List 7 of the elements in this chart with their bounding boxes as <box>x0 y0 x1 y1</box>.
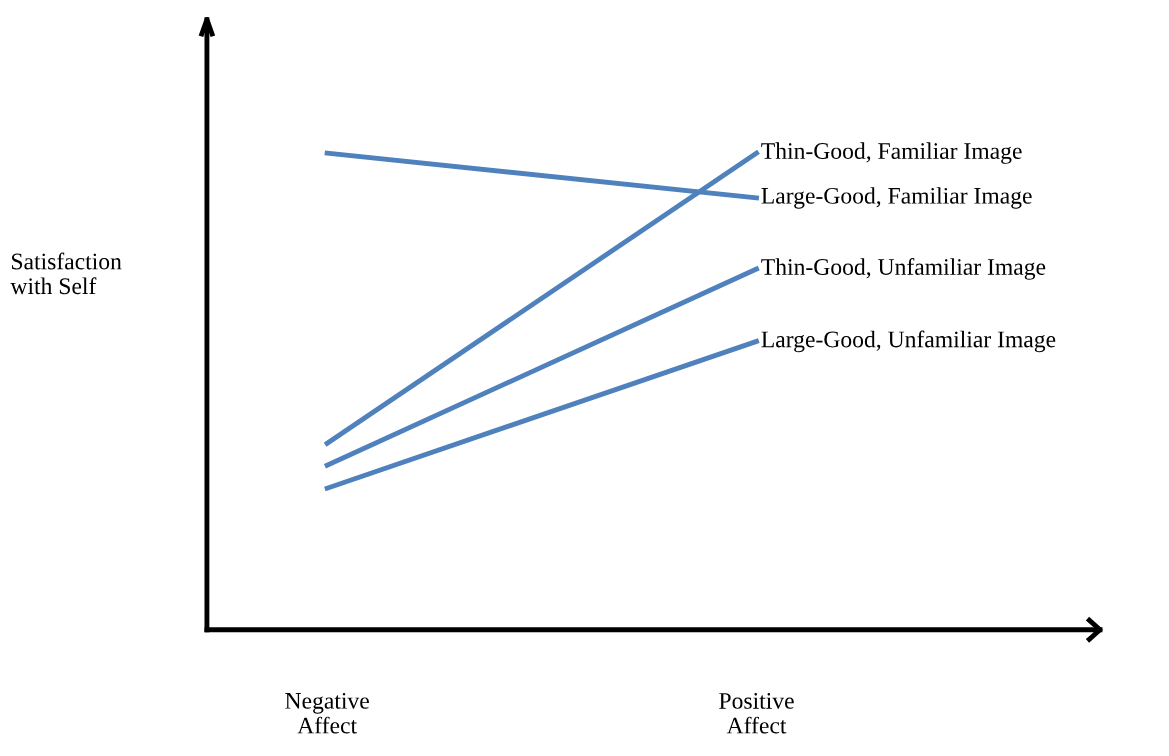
series-label: Thin-Good, Unfamiliar Image <box>761 258 1046 280</box>
x-tick-label: Positive Affect <box>719 693 794 734</box>
y-axis-title: Satisfaction with Self <box>10 252 122 295</box>
series-label: Large-Good, Familiar Image <box>761 187 1032 209</box>
series-label: Thin-Good, Familiar Image <box>761 142 1022 164</box>
x-tick-label: Negative Affect <box>285 692 369 734</box>
series-label: Large-Good, Unfamiliar Image <box>761 330 1056 353</box>
